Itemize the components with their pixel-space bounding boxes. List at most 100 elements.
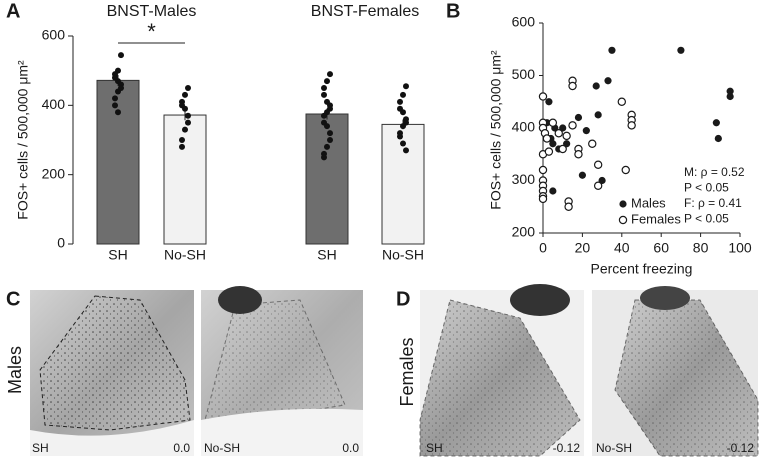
annotation: P < 0.05 <box>684 181 729 195</box>
x-tick-label: SH <box>317 247 336 263</box>
data-point <box>568 121 577 130</box>
legend-label: Males <box>631 195 666 210</box>
data-point <box>592 82 600 90</box>
image-level: -0.12 <box>553 441 581 455</box>
data-point <box>321 112 327 119</box>
data-point <box>549 187 557 195</box>
y-tick-label: 600 <box>42 27 66 43</box>
image-level: 0.0 <box>342 441 359 455</box>
y-tick-label: 200 <box>42 165 66 181</box>
data-point <box>621 165 630 175</box>
data-point <box>564 202 573 211</box>
data-point <box>324 143 330 150</box>
panel-label: D <box>396 288 410 310</box>
data-point <box>321 85 327 91</box>
data-point <box>115 109 121 116</box>
data-point <box>627 121 636 130</box>
data-point <box>112 102 118 109</box>
data-point <box>593 181 603 190</box>
data-point <box>714 134 722 143</box>
panel-label: A <box>6 0 20 22</box>
data-point <box>574 150 583 159</box>
data-point <box>400 123 406 130</box>
group-label: BNST-Females <box>311 3 419 20</box>
data-point <box>538 92 548 101</box>
data-point <box>578 171 587 179</box>
x-tick-label: 0 <box>539 240 547 256</box>
image-level: -0.12 <box>727 441 755 455</box>
data-point <box>400 91 406 98</box>
micrograph <box>201 286 363 456</box>
y-tick-label: 600 <box>512 14 536 30</box>
data-point <box>588 139 597 148</box>
data-point <box>397 133 403 140</box>
data-point <box>544 147 554 156</box>
micrograph <box>592 286 759 457</box>
x-tick-label: 20 <box>575 240 591 256</box>
data-point <box>327 130 333 137</box>
x-tick-label: 80 <box>693 240 709 256</box>
bar <box>96 79 140 245</box>
data-point <box>400 140 406 147</box>
y-tick-label: 500 <box>512 66 536 82</box>
data-point <box>327 137 333 143</box>
data-point <box>321 91 327 98</box>
micrograph <box>419 284 584 457</box>
legend-label: Females <box>631 211 681 226</box>
data-point <box>548 118 558 127</box>
y-axis-label: FOS+ cells / 500,000 μm² <box>488 50 504 210</box>
data-point <box>324 78 330 85</box>
bar <box>305 113 349 245</box>
image-caption: No-SH <box>204 441 240 455</box>
group-label: BNST-Males <box>107 3 197 20</box>
data-point <box>403 83 409 90</box>
data-point <box>712 119 720 127</box>
data-point <box>403 147 409 154</box>
x-tick-label: No-SH <box>164 247 206 263</box>
data-point <box>538 194 548 204</box>
data-point <box>179 137 185 143</box>
y-tick-label: 400 <box>512 119 536 135</box>
data-point <box>549 140 557 148</box>
y-tick-label: 0 <box>57 235 65 251</box>
y-axis-label: FOS+ cells / 500,000 μm² <box>15 60 31 220</box>
legend-marker <box>619 200 627 208</box>
y-tick-label: 300 <box>512 171 536 187</box>
data-point <box>568 81 577 91</box>
data-point <box>617 97 627 106</box>
data-point <box>542 134 552 143</box>
data-point <box>397 98 403 105</box>
legend-marker <box>618 215 628 225</box>
x-tick-label: No-SH <box>382 247 424 263</box>
y-tick-label: 200 <box>512 224 536 240</box>
data-point <box>324 123 330 130</box>
row-label: Females <box>397 337 417 406</box>
annotation: F: ρ = 0.41 <box>684 196 742 210</box>
data-point <box>321 154 327 161</box>
micrograph <box>30 290 194 456</box>
data-point <box>545 98 553 106</box>
data-point <box>604 77 612 85</box>
row-label: Males <box>5 346 25 394</box>
image-caption: SH <box>32 441 49 455</box>
data-point <box>593 160 603 169</box>
data-point <box>726 92 734 101</box>
significance-star: * <box>147 19 156 44</box>
data-point <box>112 95 118 102</box>
data-point <box>608 46 616 54</box>
x-tick-label: 60 <box>653 240 669 256</box>
image-caption: SH <box>426 441 443 455</box>
y-tick-label: 400 <box>42 96 66 112</box>
x-axis-label: Percent freezing <box>591 261 693 277</box>
data-point <box>185 85 191 91</box>
data-point <box>677 46 685 54</box>
x-tick-label: 40 <box>614 240 630 256</box>
data-point <box>574 113 583 122</box>
data-point <box>185 112 191 119</box>
data-point <box>558 144 567 154</box>
data-point <box>327 71 333 78</box>
data-point <box>554 129 563 138</box>
panel-label: C <box>6 288 20 310</box>
data-point <box>400 109 406 116</box>
